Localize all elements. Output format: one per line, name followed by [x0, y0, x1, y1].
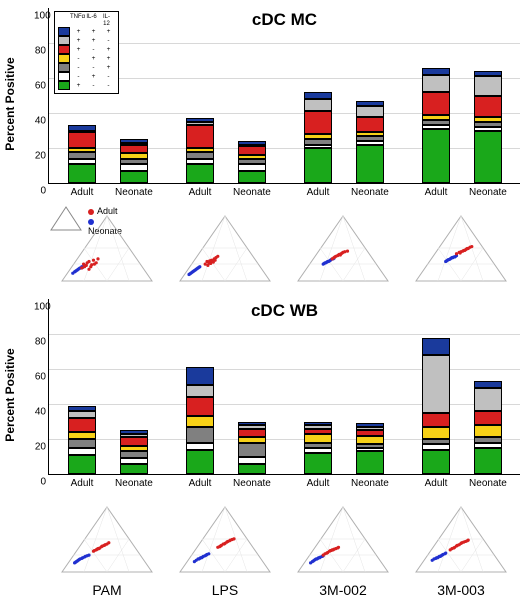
ternary-plot — [293, 211, 393, 286]
xtick-label: Adult — [189, 187, 212, 198]
ternary-row — [48, 497, 520, 582]
xtick-label: Neonate — [115, 478, 153, 489]
chart-title: cDC MC — [252, 10, 317, 30]
x-category-label: PAM — [92, 582, 121, 598]
y-tick: 0 — [34, 186, 46, 197]
xtick-label: Neonate — [115, 187, 153, 198]
y-tick: 40 — [34, 407, 46, 418]
y-tick: 100 — [34, 11, 46, 22]
xtick-label: Neonate — [469, 187, 507, 198]
chart-area: cDC MCAdultNeonateAdultNeonateAdultNeona… — [48, 8, 520, 184]
ternary-row: AdultNeonate — [48, 206, 520, 291]
x-category-label: 3M-003 — [437, 582, 484, 598]
ternary-plot — [411, 211, 511, 286]
y-tick: 20 — [34, 151, 46, 162]
xtick-label: Neonate — [233, 187, 271, 198]
xtick-label: Adult — [71, 478, 94, 489]
xtick-label: Neonate — [351, 478, 389, 489]
panel: Percent Positive020406080100cDC WBAdultN… — [0, 299, 530, 582]
ternary-plot — [175, 502, 275, 577]
y-tick: 0 — [34, 477, 46, 488]
xtick-label: Neonate — [351, 187, 389, 198]
panel: Percent Positive020406080100cDC MCAdultN… — [0, 8, 530, 291]
xtick-label: Adult — [71, 187, 94, 198]
xtick-label: Adult — [425, 187, 448, 198]
chart-area: cDC WBAdultNeonateAdultNeonateAdultNeona… — [48, 299, 520, 475]
y-axis-label: Percent Positive — [3, 348, 17, 441]
y-tick: 80 — [34, 337, 46, 348]
xtick-label: Adult — [307, 478, 330, 489]
ternary-plot — [411, 502, 511, 577]
xtick-label: Neonate — [233, 478, 271, 489]
y-axis-label: Percent Positive — [3, 57, 17, 150]
y-tick: 20 — [34, 442, 46, 453]
xtick-label: Neonate — [469, 478, 507, 489]
y-tick: 60 — [34, 372, 46, 383]
y-tick: 60 — [34, 81, 46, 92]
x-category-label: LPS — [212, 582, 238, 598]
xtick-label: Adult — [307, 187, 330, 198]
xtick-label: Adult — [425, 478, 448, 489]
cytokine-legend: TNFαIL-6IL-12+++++-+-+-++--+-+-+-- — [54, 11, 119, 94]
ternary-plot — [293, 502, 393, 577]
xtick-label: Adult — [189, 478, 212, 489]
y-tick: 100 — [34, 302, 46, 313]
y-tick: 80 — [34, 46, 46, 57]
x-category-label: 3M-002 — [319, 582, 366, 598]
chart-title: cDC WB — [251, 301, 318, 321]
ternary-plot — [57, 211, 157, 286]
ternary-plot — [57, 502, 157, 577]
x-category-row: PAM LPS 3M-002 3M-003 — [48, 582, 520, 600]
ternary-plot — [175, 211, 275, 286]
y-tick: 40 — [34, 116, 46, 127]
